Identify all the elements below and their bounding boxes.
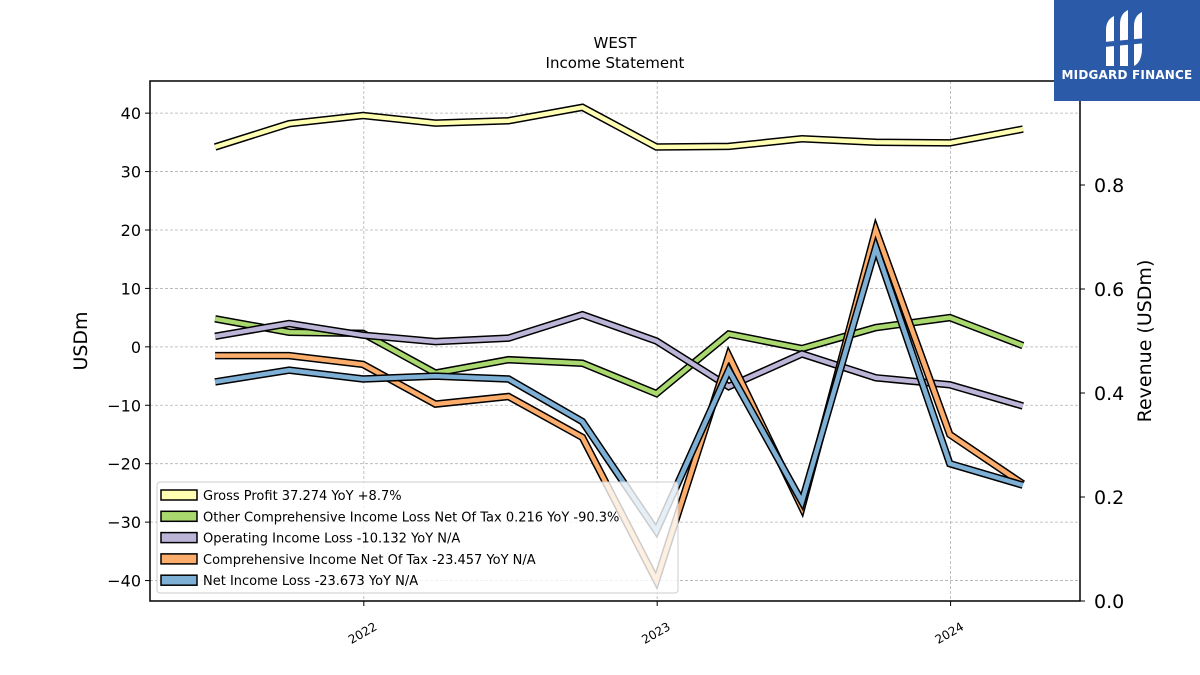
logo-mark-icon [1104,10,1146,66]
brand-logo: MIDGARD FINANCE [1054,0,1200,101]
chart-title: WEST [594,34,638,52]
series-line [214,312,1024,409]
x-tick-label: 2023 [639,619,672,646]
y-tick-label: −20 [107,455,141,474]
y2-axis-label: Revenue (USDm) [1134,260,1156,423]
legend-entry-label: Comprehensive Income Net Of Tax -23.457 … [203,553,536,568]
y2-axis: 0.0 0.2 0.4 0.6 0.8 [1080,175,1124,613]
legend: Gross Profit 37.274 YoY +8.7% Other Compr… [156,481,679,594]
series-line [214,104,1024,150]
series-line-group [213,103,1024,151]
y-tick-label: −30 [107,513,141,532]
chart-subtitle: Income Statement [546,54,685,72]
legend-swatch [160,553,198,565]
x-axis: 2022 2023 2024 [346,601,966,647]
legend-swatch [160,531,198,544]
y2-tick-label: 0.0 [1094,591,1124,613]
series-line [214,240,1024,536]
y2-tick-label: 0.8 [1094,175,1124,197]
legend-swatch [160,510,198,523]
y-tick-label: 0 [131,338,141,357]
x-tick-label: 2024 [933,619,966,646]
legend-swatch [160,489,198,501]
y-tick-label: 40 [121,104,141,123]
y-tick-label: 10 [121,279,141,298]
legend-entry-label: Operating Income Loss -10.132 YoY N/A [203,532,460,547]
y2-tick-label: 0.4 [1094,383,1124,405]
x-tick-label: 2022 [346,619,379,646]
y-axis: 40 30 20 10 0 −10 −20 −30 −40 [107,104,150,591]
y-tick-label: −40 [107,572,141,591]
series-line-group [214,235,1024,539]
logo-text: MIDGARD FINANCE [1061,68,1193,82]
series-line-group [214,310,1024,410]
y-tick-label: −10 [107,396,141,415]
legend-entry-label: Other Comprehensive Income Loss Net Of T… [203,510,619,525]
y-axis-label: USDm [70,311,92,370]
y-tick-label: 30 [121,163,141,182]
y-tick-label: 20 [121,221,141,240]
legend-entry-label: Gross Profit 37.274 YoY +8.7% [203,489,402,504]
legend-box [156,481,679,594]
legend-entry-label: Net Income Loss -23.673 YoY N/A [203,574,418,589]
plot-area-frame [149,80,1081,602]
y2-tick-label: 0.6 [1094,279,1124,301]
legend-swatch [160,574,198,586]
y2-tick-label: 0.2 [1094,487,1124,509]
